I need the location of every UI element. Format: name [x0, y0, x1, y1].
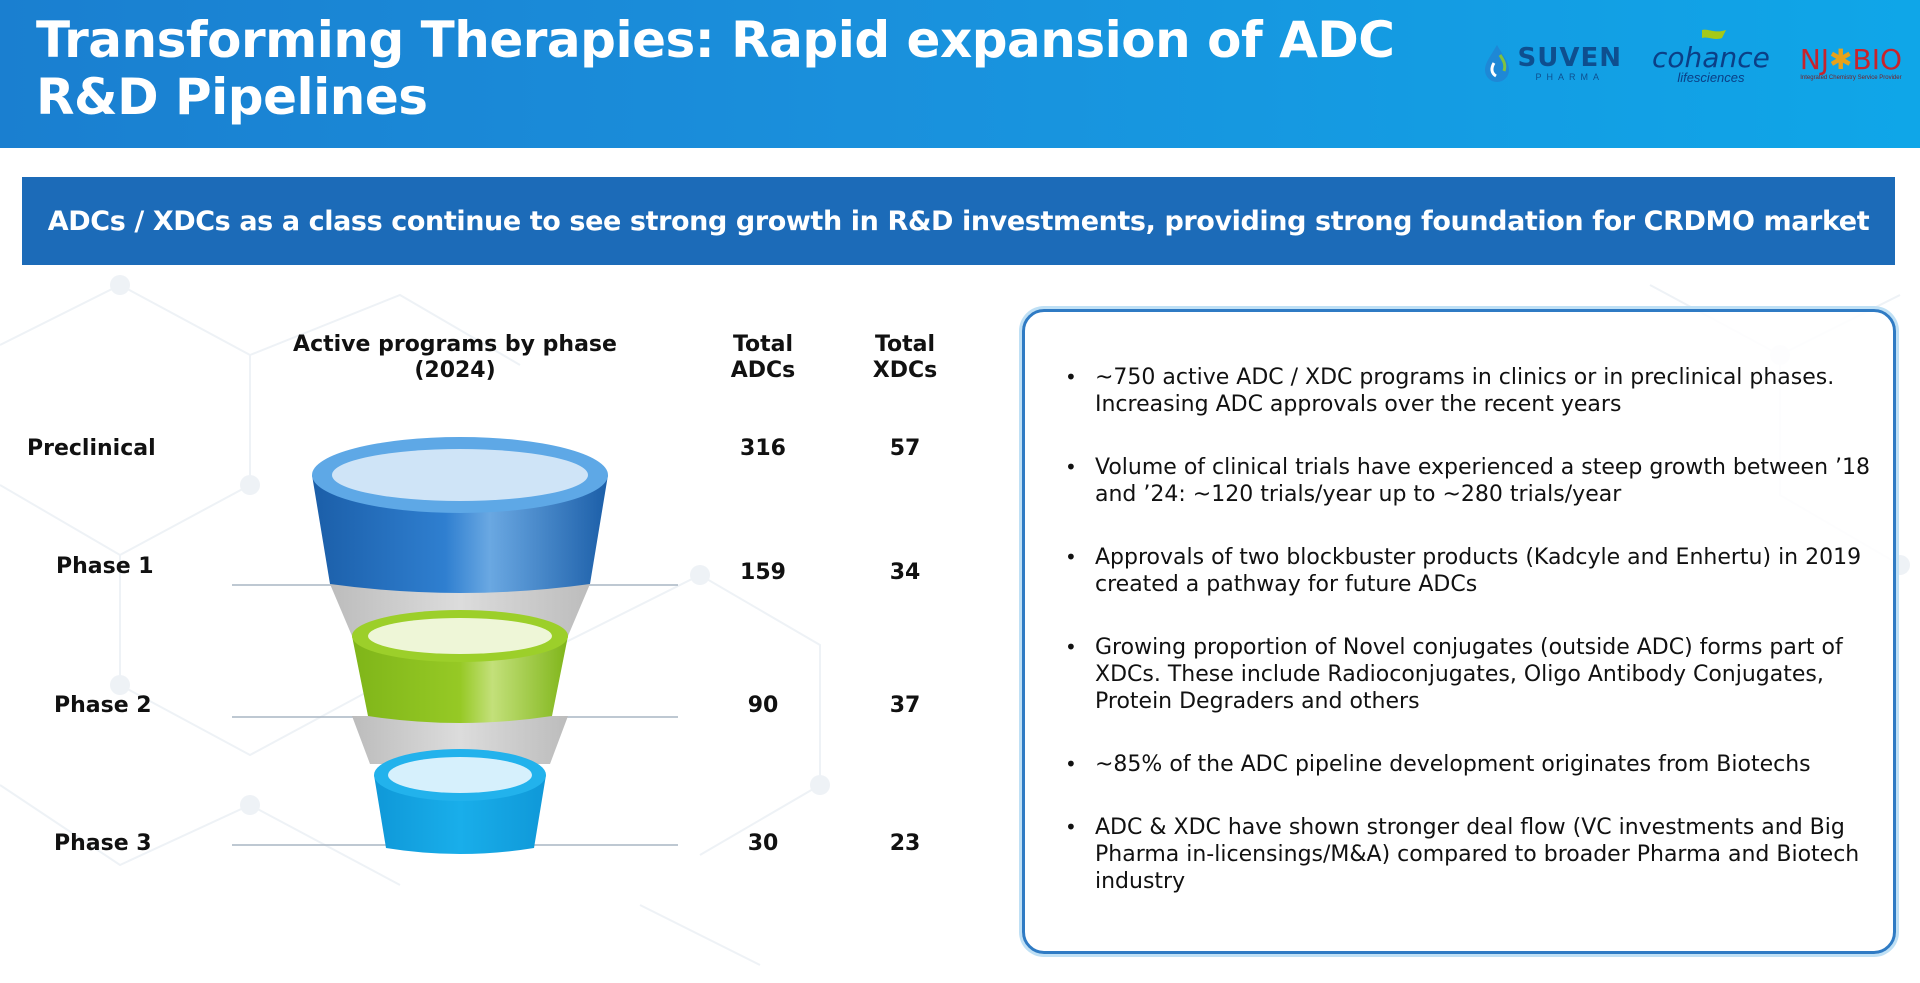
phase-1-xdcs-value: 34	[889, 560, 921, 585]
column-header-total-adcs: Total ADCs	[730, 332, 796, 383]
highlight-bullet-2: Volume of clinical trials have experienc…	[1045, 454, 1875, 508]
pipeline-funnel	[312, 437, 608, 854]
funnel-top-preclinical	[332, 449, 588, 501]
phase-1-adcs-value: 159	[740, 560, 786, 585]
banner-text: ADCs / XDCs as a class continue to see s…	[47, 205, 1870, 237]
funnel-top-phase-2	[368, 618, 552, 654]
header-bar: Transforming Therapies: Rapid expansion …	[0, 0, 1920, 148]
phase-2-xdcs-value: 37	[889, 693, 921, 718]
njbio-logo-left: NJ	[1799, 43, 1830, 76]
funnel-connector-2	[352, 716, 568, 764]
highlights-panel: ~750 active ADC / XDC programs in clinic…	[1022, 309, 1896, 954]
suven-logo-name: SUVEN	[1517, 43, 1623, 73]
cohance-flag-icon	[1702, 29, 1727, 44]
cohance-logo-sub: lifesciences	[1677, 69, 1745, 85]
funnel-top-phase-3	[388, 757, 532, 793]
phase-2-adcs-value: 90	[747, 693, 779, 718]
suven-drop-icon	[1484, 45, 1509, 82]
highlight-bullet-3: Approvals of two blockbuster products (K…	[1045, 544, 1875, 598]
key-message-banner: ADCs / XDCs as a class continue to see s…	[22, 177, 1895, 265]
row-label-phase-3: Phase 3	[54, 831, 152, 856]
logo-strip: SUVEN PHARMA cohance lifesciences NJ✱BIO…	[1482, 28, 1902, 98]
cohance-logo: cohance lifesciences	[1652, 29, 1770, 85]
suven-logo-sub: PHARMA	[1535, 72, 1605, 82]
njbio-logo-right: BIO	[1852, 43, 1902, 76]
highlight-bullet-1: ~750 active ADC / XDC programs in clinic…	[1045, 364, 1875, 418]
njbio-logo-sub: Integrated Chemistry Service Provider	[1800, 75, 1902, 81]
phase-3-adcs-value: 30	[747, 831, 779, 856]
highlight-bullet-5: ~85% of the ADC pipeline development ori…	[1045, 751, 1875, 778]
preclinical-xdcs-value: 57	[889, 436, 921, 461]
preclinical-adcs-value: 316	[740, 436, 786, 461]
suven-logo: SUVEN PHARMA	[1482, 43, 1622, 83]
funnel-title: Active programs by phase (2024)	[293, 332, 617, 383]
highlight-bullet-4: Growing proportion of Novel conjugates (…	[1045, 634, 1875, 715]
njbio-logo: NJ✱BIO Integrated Chemistry Service Prov…	[1799, 43, 1902, 82]
cohance-logo-name: cohance	[1652, 40, 1770, 74]
njbio-star-icon: ✱	[1829, 43, 1853, 76]
row-label-phase-2: Phase 2	[54, 693, 152, 718]
page-title: Transforming Therapies: Rapid expansion …	[36, 11, 1395, 126]
row-label-phase-1: Phase 1	[56, 554, 154, 579]
highlights-list: ~750 active ADC / XDC programs in clinic…	[1045, 364, 1875, 895]
column-header-total-xdcs: Total XDCs	[872, 332, 938, 383]
phase-3-xdcs-value: 23	[889, 831, 921, 856]
row-label-preclinical: Preclinical	[27, 436, 156, 461]
highlight-bullet-6: ADC & XDC have shown stronger deal flow …	[1045, 814, 1875, 895]
